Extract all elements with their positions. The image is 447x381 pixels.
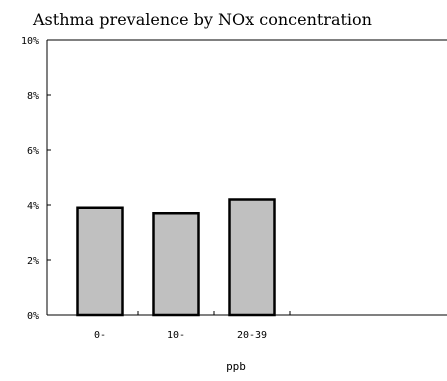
y-tick-label: 10% (21, 36, 39, 47)
bar-0- (76, 206, 124, 317)
x-axis-ticks: 0- 10- 20-39 (94, 311, 291, 341)
y-tick-label: 8% (27, 91, 39, 102)
x-tick-label: 10- (167, 330, 185, 341)
y-tick-label: 0% (27, 311, 39, 322)
x-tick-label: 0- (94, 330, 106, 341)
y-tick-label: 2% (27, 256, 39, 267)
y-tick-label: 4% (27, 201, 39, 212)
bar-10- (152, 212, 200, 317)
bar-20-39 (228, 198, 276, 317)
chart-title: Asthma prevalence by NOx concentration (32, 10, 372, 29)
bars (76, 198, 276, 317)
y-tick-label: 6% (27, 146, 39, 157)
y-axis-ticks: 0% 2% 4% 6% 8% 10% (21, 36, 51, 322)
x-axis-label: ppb (226, 360, 246, 373)
x-tick-label: 20-39 (237, 330, 267, 341)
